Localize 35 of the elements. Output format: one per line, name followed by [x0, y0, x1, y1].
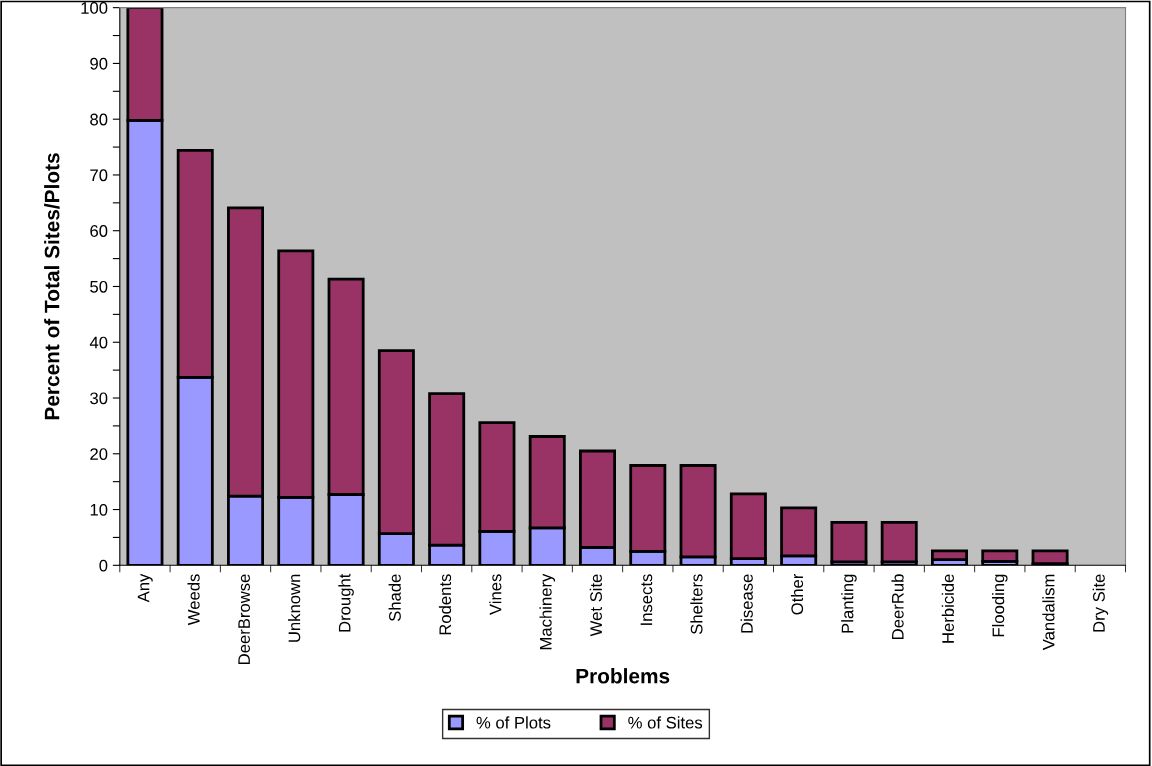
- x-tick-label: Unknown: [288, 574, 301, 642]
- x-tick-label: Rodents: [438, 574, 452, 635]
- y-tick-label: 40: [89, 336, 108, 349]
- x-tick-label: Vines: [489, 574, 502, 615]
- x-tick-label: Dry Site: [1092, 574, 1109, 632]
- y-tick-label: 20: [90, 448, 108, 460]
- x-tick-label: Any: [137, 573, 153, 603]
- y-tick-label: 100: [81, 2, 108, 14]
- x-tick-label: Machinery: [539, 573, 555, 650]
- y-axis-title: Percent of Total Sites/Plots: [44, 153, 60, 420]
- x-tick-label: Planting: [841, 574, 857, 633]
- y-tick-label: 30: [90, 392, 108, 405]
- x-tick-label: Wet Site: [589, 574, 602, 637]
- x-tick-label: Shade: [388, 574, 401, 622]
- x-tick-label: Shelters: [690, 574, 703, 635]
- x-tick-label: Flooding: [992, 574, 1008, 637]
- x-tick-label: Disease: [740, 574, 753, 633]
- x-tick-label: Insects: [640, 574, 653, 625]
- x-tick-label: Herbicide: [941, 574, 954, 643]
- x-tick-label: Vandalism: [1042, 574, 1055, 651]
- x-tick-label: DeerRub: [891, 574, 904, 639]
- x-tick-label: Other: [790, 573, 804, 615]
- y-tick-label: 70: [90, 169, 108, 182]
- legend-label: % of Plots: [476, 716, 551, 729]
- x-tick-label: Weeds: [187, 574, 200, 626]
- x-tick-label: Drought: [338, 573, 354, 632]
- y-tick-label: 90: [90, 57, 108, 70]
- x-tick-label: DeerBrowse: [238, 574, 250, 664]
- y-tick-label: 50: [90, 280, 108, 293]
- legend-label: % of Sites: [628, 716, 703, 729]
- y-tick-label: 10: [90, 503, 108, 516]
- y-tick-label: 0: [99, 559, 108, 572]
- y-tick-label: 60: [90, 225, 108, 237]
- x-axis-title: Problems: [576, 668, 670, 684]
- y-tick-label: 80: [90, 113, 108, 126]
